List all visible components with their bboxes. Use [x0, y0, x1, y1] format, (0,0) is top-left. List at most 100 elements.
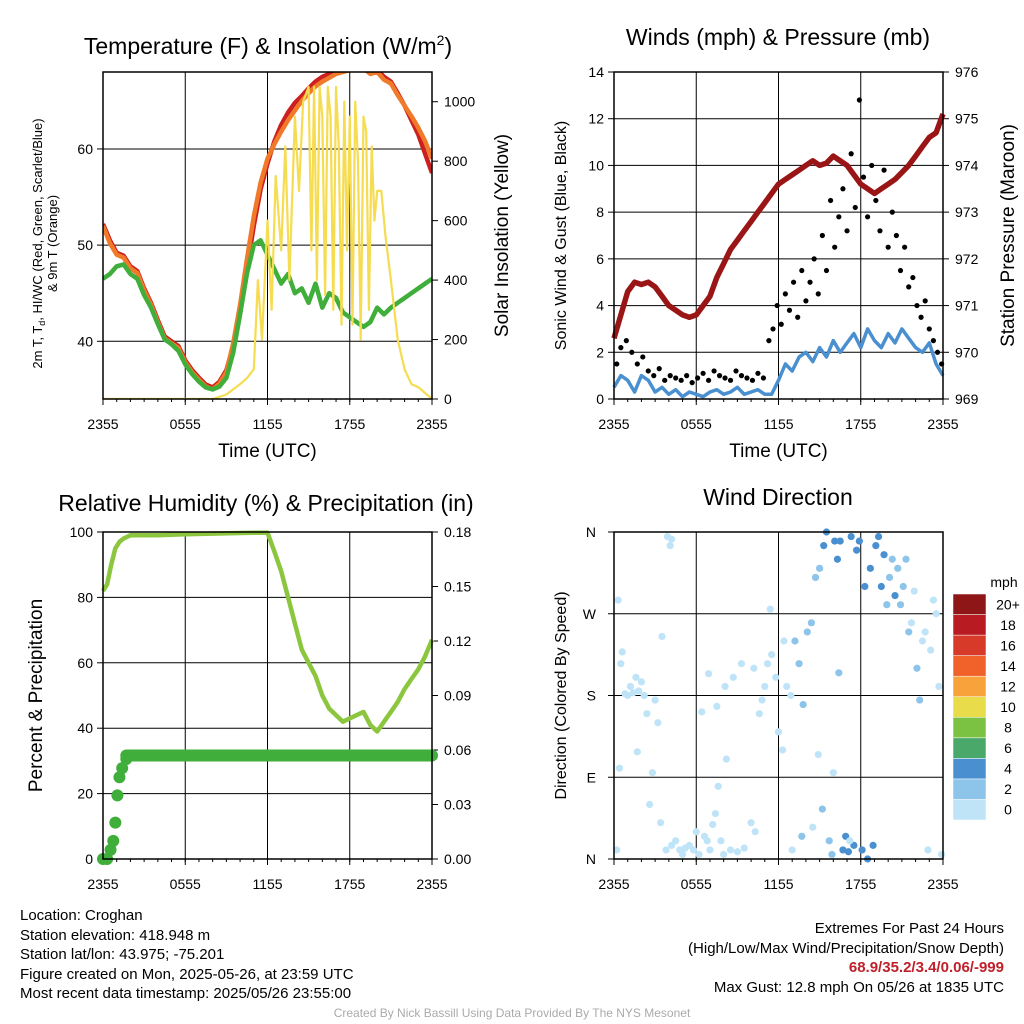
y2-tick-label: 0.03 — [444, 797, 471, 813]
colorbar-label: 2 — [1004, 781, 1012, 797]
y2-tick-label: 0 — [444, 391, 452, 407]
x-tick-label: 2355 — [927, 416, 958, 432]
y2-tick-label: 972 — [955, 251, 979, 267]
colorbar-swatch — [952, 655, 987, 677]
gust-point — [645, 368, 651, 374]
x-tick-label: 1755 — [845, 876, 876, 892]
y-tick-label: 2 — [596, 344, 604, 360]
plot-border — [102, 71, 433, 400]
x-tick-label: 0555 — [681, 876, 712, 892]
colorbar-label: 6 — [1004, 740, 1012, 756]
y2-tick-label: 973 — [955, 204, 979, 220]
direction-point — [927, 646, 935, 654]
direction-point — [613, 846, 621, 854]
direction-point — [818, 805, 826, 813]
x-tick-label: 1755 — [334, 876, 365, 892]
direction-point — [717, 837, 725, 845]
direction-point — [714, 782, 722, 790]
y2-tick-label: 600 — [444, 213, 468, 229]
direction-point — [740, 844, 748, 852]
plot-border — [102, 531, 433, 860]
gust-point — [614, 361, 620, 367]
y-tick-label: S — [587, 688, 596, 704]
y2-axis-label: Station Pressure (Maroon) — [998, 124, 1019, 347]
latlon-text: Station lat/lon: 43.975; -75.201 — [20, 946, 225, 963]
direction-point — [737, 660, 746, 668]
colorbar-label: 12 — [1000, 678, 1016, 694]
direction-point — [910, 587, 918, 595]
direction-point — [618, 648, 626, 656]
gust-point — [832, 244, 838, 250]
gust-point — [738, 373, 745, 379]
y2-tick-label: 800 — [444, 153, 468, 169]
direction-point — [924, 846, 932, 854]
direction-point — [646, 800, 654, 809]
precip-point — [104, 843, 117, 856]
gust-point — [914, 302, 920, 309]
gust-point — [902, 244, 908, 250]
colorbar-swatch — [952, 758, 987, 780]
colorbar-swatch — [952, 696, 987, 718]
gust-point — [727, 377, 734, 383]
direction-point — [899, 582, 907, 591]
gust-point — [869, 162, 875, 169]
extremes-title: Extremes For Past 24 Hours — [814, 920, 1004, 937]
y2-tick-label: 0.00 — [444, 851, 471, 867]
direction-point — [713, 702, 721, 711]
gust-point — [836, 214, 842, 220]
x-tick-label: 2355 — [416, 876, 447, 892]
direction-point — [667, 535, 676, 543]
y-tick-label: 40 — [77, 333, 93, 349]
y-tick-label: 0 — [85, 851, 93, 867]
direction-point — [657, 819, 665, 827]
x-tick-label: 0555 — [681, 416, 712, 432]
x-tick-label: 2355 — [416, 416, 447, 432]
y-axis-label: 2m T, Td, HI/WC (Red, Green, Scarlet/Blu… — [30, 118, 47, 368]
gust-point — [640, 354, 646, 360]
y2-tick-label: 200 — [444, 332, 468, 348]
gust-point — [823, 267, 830, 274]
x-tick-label: 1155 — [252, 416, 282, 432]
created-text: Figure created on Mon, 2025-05-26, at 23… — [20, 965, 354, 983]
y-axis-label: Direction (Colored By Speed) — [553, 591, 570, 799]
chart-title: Relative Humidity (%) & Precipitation (i… — [58, 490, 473, 516]
title-close: ) — [444, 33, 452, 59]
direction-point — [783, 682, 791, 691]
series-line-insolation — [103, 85, 432, 399]
y-axis-label: Percent & Precipitation — [26, 599, 47, 792]
direction-point — [918, 637, 927, 645]
gust-point — [673, 375, 679, 381]
direction-point — [624, 691, 632, 700]
direction-point — [772, 673, 780, 681]
gust-point — [722, 375, 728, 381]
direction-point — [617, 660, 625, 668]
gust-point — [877, 228, 883, 234]
direction-point — [758, 696, 766, 704]
gust-point — [749, 377, 756, 383]
y-tick-label: 12 — [588, 111, 604, 127]
gust-point — [897, 267, 904, 274]
y-tick-label: 80 — [77, 589, 93, 605]
series-line-dewpoint — [103, 238, 432, 392]
gust-point — [778, 321, 784, 327]
gust-point — [651, 373, 657, 379]
gust-point — [678, 377, 684, 383]
direction-point — [935, 682, 943, 691]
direction-point — [651, 696, 659, 704]
direction-point — [929, 596, 938, 604]
direction-point — [635, 687, 643, 695]
gust-point — [689, 380, 695, 386]
y2-tick-label: 0.09 — [444, 688, 471, 704]
direction-point — [711, 809, 720, 818]
y2-tick-label: 971 — [955, 298, 979, 314]
direction-point — [662, 846, 670, 854]
y-tick-label: 0 — [596, 391, 604, 407]
y-tick-label: 6 — [596, 251, 604, 267]
gust-point — [885, 244, 891, 250]
direction-point — [658, 632, 666, 641]
y-label-part: , HI/WC (Red, Green, Scarlet/Blue) — [30, 118, 45, 320]
colorbar-label: 0 — [1004, 802, 1012, 818]
direction-point — [779, 746, 787, 754]
